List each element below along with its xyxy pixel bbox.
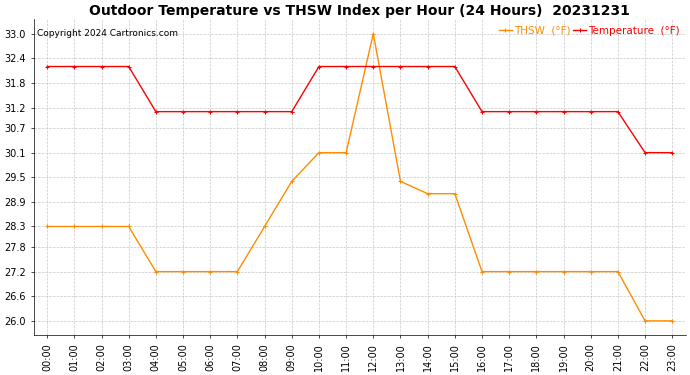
Temperature  (°F) bbox=[369, 64, 377, 69]
Line: THSW  (°F): THSW (°F) bbox=[45, 31, 675, 323]
Temperature  (°F) bbox=[97, 64, 106, 69]
Temperature  (°F) bbox=[206, 110, 215, 114]
Temperature  (°F) bbox=[342, 64, 351, 69]
THSW  (°F) bbox=[560, 269, 568, 274]
Line: Temperature  (°F): Temperature (°F) bbox=[45, 64, 675, 155]
THSW  (°F) bbox=[124, 224, 132, 229]
Temperature  (°F) bbox=[70, 64, 79, 69]
Temperature  (°F) bbox=[288, 110, 296, 114]
THSW  (°F) bbox=[505, 269, 513, 274]
THSW  (°F) bbox=[233, 269, 242, 274]
Legend: THSW  (°F), Temperature  (°F): THSW (°F), Temperature (°F) bbox=[498, 24, 680, 37]
Temperature  (°F) bbox=[451, 64, 459, 69]
Temperature  (°F) bbox=[641, 150, 649, 155]
Temperature  (°F) bbox=[424, 64, 432, 69]
Text: Copyright 2024 Cartronics.com: Copyright 2024 Cartronics.com bbox=[37, 29, 178, 38]
THSW  (°F) bbox=[70, 224, 79, 229]
Temperature  (°F) bbox=[668, 150, 676, 155]
THSW  (°F) bbox=[342, 150, 351, 155]
THSW  (°F) bbox=[97, 224, 106, 229]
THSW  (°F) bbox=[396, 179, 404, 184]
Temperature  (°F) bbox=[315, 64, 323, 69]
THSW  (°F) bbox=[424, 191, 432, 196]
THSW  (°F) bbox=[179, 269, 187, 274]
THSW  (°F) bbox=[451, 191, 459, 196]
THSW  (°F) bbox=[641, 319, 649, 323]
THSW  (°F) bbox=[668, 319, 676, 323]
Temperature  (°F) bbox=[152, 110, 160, 114]
Temperature  (°F) bbox=[532, 110, 540, 114]
Temperature  (°F) bbox=[478, 110, 486, 114]
Temperature  (°F) bbox=[179, 110, 187, 114]
THSW  (°F) bbox=[206, 269, 215, 274]
Temperature  (°F) bbox=[613, 110, 622, 114]
Temperature  (°F) bbox=[505, 110, 513, 114]
Temperature  (°F) bbox=[560, 110, 568, 114]
THSW  (°F) bbox=[369, 32, 377, 36]
Temperature  (°F) bbox=[124, 64, 132, 69]
Temperature  (°F) bbox=[233, 110, 242, 114]
THSW  (°F) bbox=[43, 224, 51, 229]
THSW  (°F) bbox=[613, 269, 622, 274]
Temperature  (°F) bbox=[396, 64, 404, 69]
THSW  (°F) bbox=[260, 224, 268, 229]
Title: Outdoor Temperature vs THSW Index per Hour (24 Hours)  20231231: Outdoor Temperature vs THSW Index per Ho… bbox=[89, 4, 630, 18]
THSW  (°F) bbox=[152, 269, 160, 274]
THSW  (°F) bbox=[288, 179, 296, 184]
THSW  (°F) bbox=[532, 269, 540, 274]
THSW  (°F) bbox=[478, 269, 486, 274]
THSW  (°F) bbox=[586, 269, 595, 274]
Temperature  (°F) bbox=[260, 110, 268, 114]
Temperature  (°F) bbox=[43, 64, 51, 69]
THSW  (°F) bbox=[315, 150, 323, 155]
Temperature  (°F) bbox=[586, 110, 595, 114]
